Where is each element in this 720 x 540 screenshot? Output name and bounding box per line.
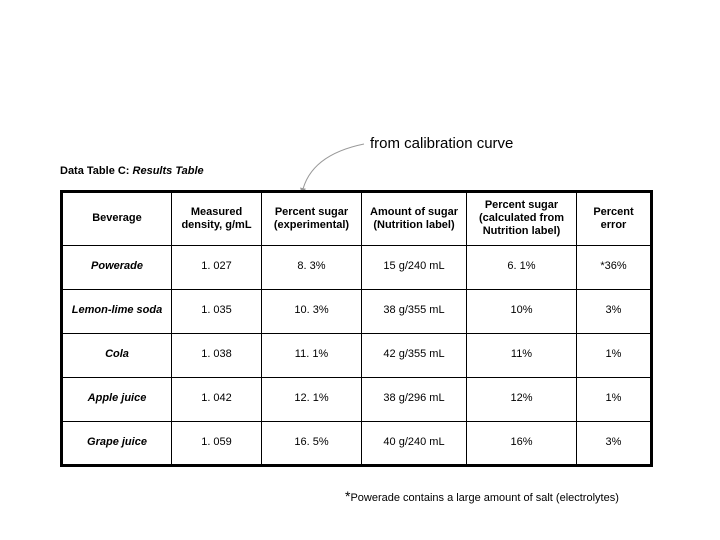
table-cell: 42 g/355 mL bbox=[362, 333, 467, 377]
table-cell: 3% bbox=[577, 289, 652, 333]
table-cell: 6. 1% bbox=[467, 245, 577, 289]
table-row: Apple juice1. 04212. 1%38 g/296 mL12%1% bbox=[62, 377, 652, 421]
table-cell: 10. 3% bbox=[262, 289, 362, 333]
table-row: Grape juice1. 05916. 5%40 g/240 mL16%3% bbox=[62, 421, 652, 465]
table-cell: 15 g/240 mL bbox=[362, 245, 467, 289]
table-cell: 40 g/240 mL bbox=[362, 421, 467, 465]
table-cell: 1. 027 bbox=[172, 245, 262, 289]
table-cell: 11% bbox=[467, 333, 577, 377]
col-density: Measured density, g/mL bbox=[172, 192, 262, 246]
table-cell: *36% bbox=[577, 245, 652, 289]
table-cell: 16. 5% bbox=[262, 421, 362, 465]
table-cell: 10% bbox=[467, 289, 577, 333]
table-cell: 1% bbox=[577, 333, 652, 377]
table-cell: 16% bbox=[467, 421, 577, 465]
table-cell: 8. 3% bbox=[262, 245, 362, 289]
col-beverage: Beverage bbox=[62, 192, 172, 246]
table-cell: Cola bbox=[62, 333, 172, 377]
table-cell: Powerade bbox=[62, 245, 172, 289]
table-cell: 1. 038 bbox=[172, 333, 262, 377]
table-row: Powerade1. 0278. 3%15 g/240 mL6. 1%*36% bbox=[62, 245, 652, 289]
table-cell: Apple juice bbox=[62, 377, 172, 421]
footnote: *Powerade contains a large amount of sal… bbox=[345, 488, 619, 504]
results-table: Beverage Measured density, g/mL Percent … bbox=[60, 190, 653, 467]
table-cell: 1. 059 bbox=[172, 421, 262, 465]
col-pct-error: Percent error bbox=[577, 192, 652, 246]
table-cell: 38 g/296 mL bbox=[362, 377, 467, 421]
col-pct-exp: Percent sugar (experimental) bbox=[262, 192, 362, 246]
table-title: Data Table C: Results Table bbox=[60, 165, 204, 177]
table-cell: Grape juice bbox=[62, 421, 172, 465]
col-pct-label: Percent sugar (calculated from Nutrition… bbox=[467, 192, 577, 246]
table-cell: 11. 1% bbox=[262, 333, 362, 377]
table-cell: 12. 1% bbox=[262, 377, 362, 421]
table-cell: 3% bbox=[577, 421, 652, 465]
col-amount: Amount of sugar (Nutrition label) bbox=[362, 192, 467, 246]
callout-text: from calibration curve bbox=[370, 135, 513, 152]
table-cell: 12% bbox=[467, 377, 577, 421]
table-cell: Lemon-lime soda bbox=[62, 289, 172, 333]
footnote-text: Powerade contains a large amount of salt… bbox=[350, 492, 618, 504]
table-title-prefix: Data Table C: bbox=[60, 165, 133, 177]
table-cell: 38 g/355 mL bbox=[362, 289, 467, 333]
table-row: Lemon-lime soda1. 03510. 3%38 g/355 mL10… bbox=[62, 289, 652, 333]
table-header-row: Beverage Measured density, g/mL Percent … bbox=[62, 192, 652, 246]
table-cell: 1. 035 bbox=[172, 289, 262, 333]
table-title-italic: Results Table bbox=[133, 165, 204, 177]
table-row: Cola1. 03811. 1%42 g/355 mL11%1% bbox=[62, 333, 652, 377]
table-cell: 1. 042 bbox=[172, 377, 262, 421]
table-cell: 1% bbox=[577, 377, 652, 421]
